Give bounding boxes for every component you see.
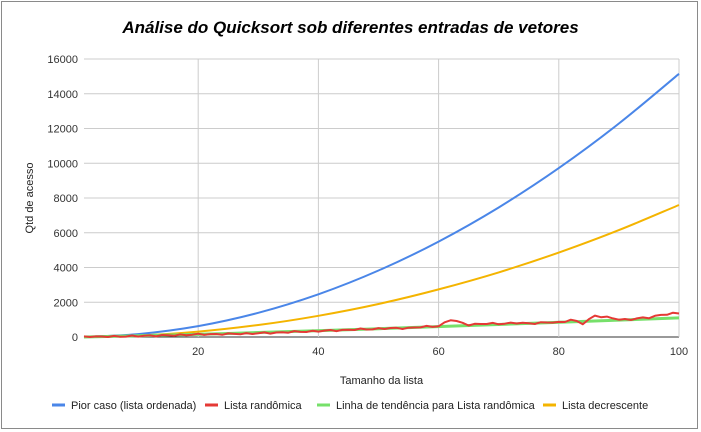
legend-label: Lista randômica xyxy=(224,400,303,412)
x-tick-label: 60 xyxy=(432,346,444,358)
x-tick-label: 20 xyxy=(192,346,204,358)
legend-label: Pior caso (lista ordenada) xyxy=(71,400,196,412)
series-line xyxy=(83,311,680,338)
y-tick-label: 6000 xyxy=(54,228,78,240)
y-tick-label: 14000 xyxy=(47,89,78,101)
legend-label: Lista decrescente xyxy=(562,400,648,412)
x-tick-label: 100 xyxy=(670,346,688,358)
y-tick-label: 4000 xyxy=(54,263,78,275)
x-axis-title: Tamanho da lista xyxy=(340,375,424,387)
y-tick-label: 2000 xyxy=(54,297,78,309)
series-line xyxy=(83,204,680,338)
series-line xyxy=(83,316,680,339)
x-tick-label: 40 xyxy=(312,346,324,358)
series-line xyxy=(83,73,680,338)
y-tick-label: 8000 xyxy=(54,193,78,205)
x-tick-label: 80 xyxy=(553,346,565,358)
y-tick-label: 0 xyxy=(72,332,78,344)
chart-title: Análise do Quicksort sob diferentes entr… xyxy=(122,18,579,37)
legend-label: Linha de tendência para Lista randômica xyxy=(336,400,536,412)
y-axis-title: Qtd de acesso xyxy=(24,163,36,234)
y-tick-label: 12000 xyxy=(47,124,78,136)
y-tick-label: 16000 xyxy=(47,54,78,66)
y-tick-label: 10000 xyxy=(47,158,78,170)
